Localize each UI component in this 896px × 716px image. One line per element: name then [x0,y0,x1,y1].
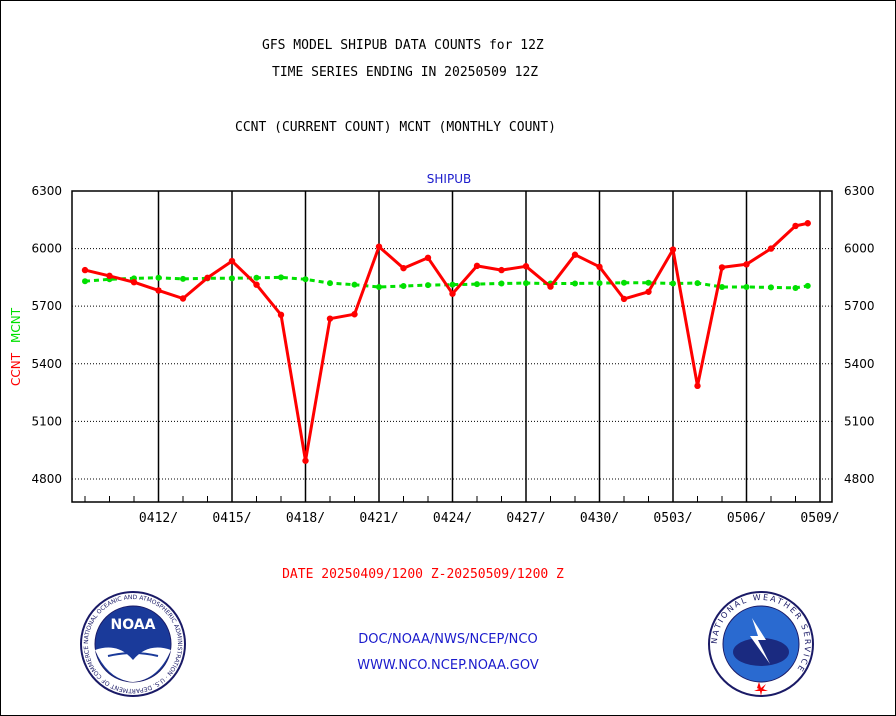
point-mcnt [229,275,235,282]
y-tick-label-right: 6300 [844,184,875,198]
point-mcnt [719,283,725,290]
point-ccnt [302,457,309,464]
point-ccnt [669,246,677,253]
point-mcnt [180,275,186,282]
point-mcnt [400,283,407,290]
point-ccnt [449,290,456,297]
point-mcnt [155,274,162,281]
point-ccnt [351,311,358,318]
point-ccnt [571,251,579,258]
point-mcnt [302,276,309,283]
point-ccnt [326,315,334,322]
point-mcnt [596,280,603,287]
x-tick-label: 0412/ [139,511,178,526]
point-mcnt [645,279,652,286]
point-ccnt [81,266,89,274]
point-ccnt [718,264,726,271]
point-ccnt [743,261,750,268]
y-tick-label-left: 5100 [31,414,62,428]
y-tick-label-right: 5100 [844,414,875,428]
nws-logo: NATIONAL WEATHER SERVICE [708,591,814,697]
point-mcnt [425,282,431,289]
header-line-1: GFS MODEL SHIPUB DATA COUNTS for 12Z [262,38,544,53]
point-ccnt [498,266,505,274]
y-tick-label-right: 6000 [844,242,875,256]
point-mcnt [572,280,578,287]
x-tick-label: 0427/ [506,511,545,526]
point-ccnt [155,287,162,294]
y-tick-label-right: 4800 [844,472,875,486]
x-tick-label: 0418/ [286,511,325,526]
point-mcnt [376,283,382,290]
point-ccnt [620,295,628,303]
point-mcnt [621,279,627,286]
chart-title: SHIPUB [427,172,471,186]
y-tick-label-left: 5400 [31,357,62,371]
point-ccnt [277,311,285,319]
point-mcnt [792,284,799,291]
point-ccnt [130,278,138,286]
point-mcnt [327,280,333,287]
plot-frame [71,190,833,503]
y-tick-label-right: 5700 [844,299,875,313]
point-ccnt [473,262,481,270]
point-mcnt [82,278,88,285]
point-ccnt [228,257,236,265]
point-ccnt [694,382,701,390]
header-line-3: CCNT (CURRENT COUNT) MCNT (MONTHLY COUNT… [235,120,556,135]
point-ccnt [767,245,775,252]
point-mcnt [743,283,750,290]
footer-agency: DOC/NOAA/NWS/NCEP/NCO [358,632,538,647]
point-mcnt [694,280,701,287]
point-mcnt [804,282,811,289]
x-tick-label: 0430/ [580,511,619,526]
x-tick-label: 0415/ [212,511,251,526]
point-ccnt [400,264,407,272]
point-mcnt [351,281,358,288]
noaa-logo: NOAA NATIONAL OCEANIC AND ATMOSPHERIC AD… [78,590,186,697]
header-line-2: TIME SERIES ENDING IN 20250509 12Z [272,65,539,80]
point-mcnt [278,274,284,281]
point-ccnt [424,254,432,262]
y-tick-label-right: 5400 [844,357,875,371]
point-mcnt [670,280,676,287]
series [81,220,811,464]
x-tick-label: 0509/ [800,511,839,526]
y-axis-label-mcnt: MCNT [9,307,23,343]
point-ccnt [204,274,211,281]
footer-website: WWW.NCO.NCEP.NOAA.GOV [357,658,539,673]
y-tick-label-left: 6300 [31,184,62,198]
series-line-ccnt [84,221,809,463]
x-tick-label: 0421/ [359,511,398,526]
axes: 4800 4800 5100 5100 5400 5400 5700 5700 6000 6000… [31,184,874,526]
point-ccnt [792,222,799,230]
point-mcnt [449,281,456,288]
point-ccnt [179,295,187,302]
x-tick-label: 0503/ [653,511,692,526]
point-ccnt [375,243,383,250]
noaa-logo-word: NOAA [111,617,156,633]
point-mcnt [253,274,260,281]
point-mcnt [768,284,774,291]
point-ccnt [106,272,113,280]
grid [72,191,832,502]
point-ccnt [804,220,811,227]
point-ccnt [547,283,554,290]
y-tick-label-left: 6000 [31,242,62,256]
x-axis-label: DATE 20250409/1200 Z-20250509/1200 Z [282,567,564,582]
point-ccnt [522,263,530,270]
y-tick-label-left: 5700 [31,299,62,313]
x-tick-label: 0506/ [727,511,766,526]
point-ccnt [253,281,260,288]
point-mcnt [523,280,529,287]
point-mcnt [474,281,480,288]
y-axis-label-ccnt: CCNT [9,352,23,386]
point-ccnt [596,263,603,271]
point-ccnt [645,288,652,295]
point-mcnt [498,280,505,287]
x-tick-label: 0424/ [433,511,472,526]
y-tick-label-left: 4800 [31,472,62,486]
